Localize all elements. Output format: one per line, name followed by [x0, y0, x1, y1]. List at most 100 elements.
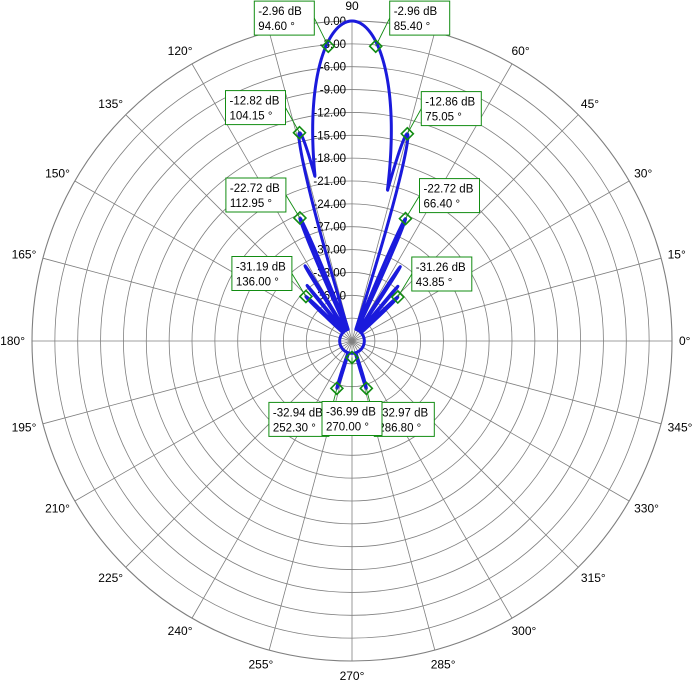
angle-tick-label: 90 [345, 0, 359, 13]
marker-angle-label: 75.05 ° [425, 112, 462, 124]
callout-box [389, 0, 451, 36]
grid-spoke [191, 340, 353, 619]
marker-db-label: -22.72 dB [230, 183, 280, 195]
angle-tick-label: 30° [634, 167, 652, 181]
marker-angle-label: 85.40 ° [394, 21, 431, 33]
grid-spoke [351, 340, 579, 568]
callout-leader [285, 107, 300, 133]
marker-angle-label: 66.40 ° [424, 199, 461, 211]
callout-box [420, 91, 482, 127]
angle-tick-label: 15° [668, 247, 686, 261]
marker-db-label: -36.99 dB [326, 407, 376, 419]
angle-tick-label: 150° [45, 167, 70, 181]
angle-tick-label: 255° [248, 658, 273, 672]
marker-db-label: -2.96 dB [394, 6, 438, 18]
radial-tick-label: -30.00 [313, 245, 346, 257]
callout-leader [313, 17, 329, 47]
marker-db-label: -2.96 dB [258, 6, 302, 18]
grid-spoke [268, 340, 353, 651]
callout-box [231, 256, 293, 291]
callout-leader [406, 108, 422, 135]
marker-diamond [390, 289, 405, 305]
angle-tick-label: 270° [340, 669, 365, 682]
marker-diamond [400, 126, 415, 141]
marker-diamond [321, 39, 336, 54]
marker-db-label: -12.86 dB [425, 97, 475, 109]
radial-tick-label: -6.00 [320, 62, 346, 74]
angle-tick-label: 285° [431, 658, 456, 672]
marker-group [292, 39, 415, 396]
callout-leader [405, 195, 420, 219]
marker-db-label: -31.19 dB [236, 262, 286, 274]
callout-leader [375, 17, 391, 47]
radial-tick-label: 0.00 [324, 16, 346, 28]
angle-tick-label: 45° [581, 97, 599, 111]
marker-angle-label: 112.95 ° [230, 198, 272, 210]
radial-tick-label: -9.00 [320, 85, 346, 97]
marker-diamond [398, 211, 413, 226]
marker-diamond [329, 381, 345, 396]
angle-tick-label: 240° [168, 624, 193, 638]
callout-box [411, 256, 473, 292]
marker-angle-label: 94.60 ° [258, 21, 295, 33]
grid-spoke [351, 340, 513, 619]
grid-spoke [42, 257, 353, 342]
pattern-trace-group [297, 19, 410, 390]
marker-db-label: -12.82 dB [230, 96, 280, 108]
radial-tick-label: -21.00 [313, 176, 346, 188]
pattern-trace [297, 19, 410, 390]
marker-diamond [292, 125, 307, 140]
grid-spoke [351, 257, 662, 342]
grid-spoke [351, 31, 436, 342]
callout-box [225, 177, 287, 213]
callout-leader [291, 273, 307, 297]
angle-tick-label: 120° [168, 44, 193, 58]
angle-tick-label: 165° [12, 247, 37, 261]
marker-diamond [292, 210, 308, 226]
marker-db-label: -22.72 dB [424, 184, 474, 196]
marker-diamond [298, 289, 314, 304]
marker-diamond [359, 381, 374, 396]
callout-leader [397, 273, 413, 298]
grid-spoke [351, 340, 436, 651]
marker-angle-label: 252.30 ° [273, 422, 316, 434]
angle-tick-label: 135° [98, 97, 123, 111]
grid-spoke [268, 31, 353, 342]
callout-box [268, 401, 330, 437]
grid-spoke [351, 340, 662, 425]
radial-tick-label: -18.00 [313, 153, 346, 165]
angle-tick-label: 330° [634, 502, 659, 516]
angle-tick-label: 0° [679, 334, 691, 348]
radial-tick-label: -12.00 [313, 107, 346, 119]
callout-leader [285, 194, 301, 219]
marker-angle-label: 286.80 ° [378, 422, 421, 434]
grid-spoke [351, 340, 630, 502]
grid-spoke [42, 340, 353, 425]
angle-tick-label: 315° [581, 571, 606, 585]
angle-tick-label: 180° [0, 334, 25, 348]
grid-spoke [125, 340, 353, 568]
callout-box [225, 90, 286, 126]
angle-tick-label: 300° [512, 624, 537, 638]
angle-tick-label: 225° [98, 571, 123, 585]
angle-tick-label: 210° [45, 502, 70, 516]
callout-box [419, 178, 480, 214]
polar-grid [31, 20, 673, 662]
marker-db-label: -32.94 dB [273, 407, 323, 419]
grid-spoke [351, 180, 630, 342]
callout-box [253, 0, 315, 36]
radial-tick-label: -24.00 [313, 199, 346, 211]
callout-box [321, 401, 383, 436]
grid-spoke [74, 340, 353, 502]
marker-angle-label: 270.00 ° [326, 422, 369, 434]
callout-group: -2.96 dB 94.60 ° -2.96 dB 85.40 ° -12.82 dB 1… [225, 0, 482, 437]
marker-angle-label: 104.15 ° [230, 111, 273, 123]
grid-spoke [74, 180, 353, 342]
radial-tick-label: -27.00 [313, 222, 346, 234]
angle-tick-label: 195° [12, 421, 37, 435]
radial-tick-label: -15.00 [313, 130, 346, 142]
marker-db-label: -31.26 dB [416, 262, 466, 274]
angle-tick-label: 345° [668, 421, 693, 435]
